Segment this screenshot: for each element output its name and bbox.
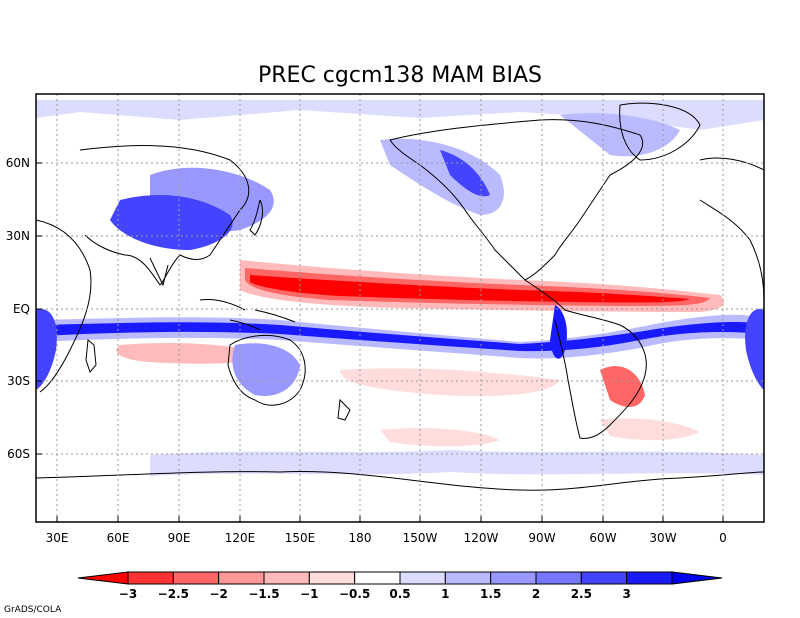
x-tick-label: 180 bbox=[349, 531, 372, 545]
colorbar-label: −1.5 bbox=[248, 587, 279, 601]
x-tick-label: 30W bbox=[649, 531, 676, 545]
colorbar-segment bbox=[490, 571, 537, 585]
x-tick-label: 30E bbox=[46, 531, 69, 545]
colorbar-segment bbox=[263, 571, 310, 585]
colorbar-arrow-right bbox=[671, 571, 723, 585]
x-tick-label: 60E bbox=[107, 531, 130, 545]
colorbar-label: −3 bbox=[119, 587, 137, 601]
x-tick-label: 60W bbox=[589, 531, 616, 545]
y-axis-labels: 60N 30N EQ 30S 60S bbox=[6, 156, 30, 461]
colorbar-segment bbox=[172, 571, 220, 585]
colorbar-segment bbox=[626, 571, 673, 585]
y-tick-label: 30N bbox=[6, 229, 30, 243]
colorbar-label: −1 bbox=[300, 587, 318, 601]
colorbar-label: 2.5 bbox=[571, 587, 592, 601]
colorbar-segment bbox=[444, 571, 492, 585]
colorbar-label: 3 bbox=[622, 587, 630, 601]
colorbar-segment bbox=[218, 571, 265, 585]
plot-area bbox=[36, 94, 764, 522]
x-tick-label: 150E bbox=[285, 531, 316, 545]
x-tick-label: 120E bbox=[225, 531, 256, 545]
tick-marks bbox=[36, 162, 724, 522]
colorbar-label: −2 bbox=[209, 587, 227, 601]
colorbar-segment bbox=[580, 571, 628, 585]
x-tick-label: 0 bbox=[719, 531, 727, 545]
colorbar-label: 0.5 bbox=[389, 587, 410, 601]
y-tick-label: 60N bbox=[6, 156, 30, 170]
bias-field bbox=[36, 100, 764, 476]
colorbar-label: 1.5 bbox=[480, 587, 501, 601]
colorbar-segment bbox=[308, 571, 356, 585]
credit-label: GrADS/COLA bbox=[4, 605, 62, 615]
colorbar-segment bbox=[535, 571, 582, 585]
gridlines bbox=[36, 94, 764, 522]
plot-frame bbox=[35, 93, 765, 523]
x-tick-label: 120W bbox=[464, 531, 499, 545]
x-tick-label: 90E bbox=[168, 531, 191, 545]
y-tick-label: 60S bbox=[7, 447, 30, 461]
x-tick-label: 150W bbox=[403, 531, 438, 545]
y-tick-label: EQ bbox=[13, 302, 30, 316]
colorbar-arrow-left bbox=[77, 571, 129, 585]
colorbar-label: −2.5 bbox=[158, 587, 189, 601]
colorbar: −3 −2.5 −2 −1.5 −1 −0.5 0.5 1 1.5 2 2.5 3 bbox=[77, 571, 723, 601]
colorbar-label: 1 bbox=[441, 587, 449, 601]
colorbar-segment bbox=[127, 571, 174, 585]
colorbar-label: 2 bbox=[532, 587, 540, 601]
x-axis-labels: 30E 60E 90E 120E 150E 180 150W 120W 90W … bbox=[46, 531, 727, 545]
colorbar-segment bbox=[354, 571, 401, 585]
colorbar-label: −0.5 bbox=[339, 587, 370, 601]
coastlines bbox=[36, 102, 764, 491]
plot-title: PREC cgcm138 MAM BIAS bbox=[258, 63, 542, 88]
colorbar-segment bbox=[399, 571, 446, 585]
y-tick-label: 30S bbox=[7, 374, 30, 388]
x-tick-label: 90W bbox=[528, 531, 555, 545]
